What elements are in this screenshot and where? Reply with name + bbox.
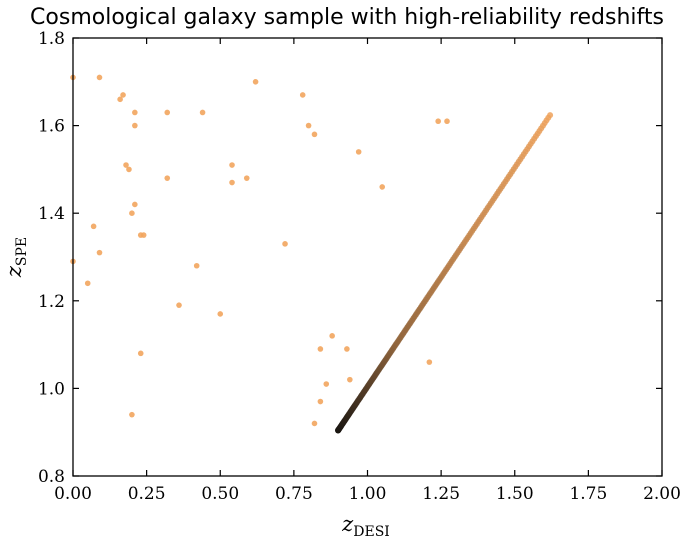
- outlier-point: [317, 398, 324, 405]
- y-tick-label: 1.4: [38, 204, 65, 224]
- diagonal-point: [547, 112, 554, 119]
- outlier-point: [344, 346, 350, 352]
- outlier-point: [129, 411, 135, 418]
- y-tick-label: 1.6: [38, 117, 65, 137]
- outlier-point: [305, 122, 312, 129]
- outlier-point: [199, 109, 206, 116]
- x-tick-label: 1.50: [496, 484, 534, 504]
- x-tick-label: 0.50: [201, 484, 239, 504]
- x-axis-ticks: 0.00 0.25 0.50 0.75 1.00 1.25 1.50 1.75 2.00: [54, 38, 681, 504]
- y-axis-label-base: z: [2, 265, 26, 278]
- y-tick-label: 1.2: [38, 292, 65, 312]
- outlier-point: [123, 162, 129, 168]
- outlier-point: [282, 241, 288, 247]
- y-axis-ticks: 0.8 1.0 1.2 1.4 1.6 1.8: [38, 29, 662, 487]
- x-tick-label: 0.75: [275, 484, 313, 504]
- outlier-point: [426, 359, 433, 365]
- x-tick-label: 1.25: [422, 484, 460, 504]
- outlier-point: [217, 311, 224, 317]
- outlier-point: [96, 74, 103, 81]
- x-axis-label: zDESI: [341, 512, 390, 540]
- outlier-point: [317, 346, 324, 352]
- outlier-point: [164, 109, 171, 116]
- x-tick-label: 0.25: [128, 484, 166, 504]
- outlier-point: [252, 79, 259, 85]
- outlier-point: [96, 249, 103, 256]
- outlier-point: [126, 166, 132, 173]
- outlier-point: [243, 175, 250, 181]
- x-tick-label: 2.00: [643, 484, 681, 504]
- y-tick-label: 1.0: [38, 379, 65, 399]
- plot-frame: [72, 37, 663, 477]
- outlier-point: [299, 92, 306, 98]
- outlier-point: [435, 118, 441, 125]
- outlier-point: [132, 122, 138, 129]
- outlier-point: [347, 376, 353, 383]
- outlier-point: [229, 179, 235, 186]
- outlier-point: [229, 162, 235, 168]
- y-tick-label: 1.8: [38, 29, 65, 49]
- outlier-point: [132, 109, 138, 116]
- outlier-point: [379, 184, 386, 190]
- x-tick-label: 1.75: [569, 484, 607, 504]
- outlier-point: [176, 302, 182, 308]
- outlier-point: [329, 333, 335, 339]
- outlier-point: [164, 175, 171, 181]
- outlier-point: [90, 223, 97, 230]
- outlier-point: [84, 280, 91, 287]
- outlier-point: [129, 210, 135, 216]
- outlier-point: [323, 381, 330, 387]
- outlier-point: [117, 96, 123, 103]
- outlier-point: [311, 420, 318, 427]
- outlier-point: [132, 201, 138, 208]
- x-axis-label-subscript: DESI: [353, 524, 390, 540]
- outlier-point: [355, 149, 362, 155]
- outlier-point: [120, 92, 126, 98]
- outlier-point: [137, 350, 144, 357]
- outlier-point: [193, 262, 200, 269]
- x-axis-label-base: z: [341, 512, 354, 536]
- outlier-point: [311, 131, 318, 138]
- outlier-point: [444, 118, 450, 125]
- data-points: [70, 74, 554, 434]
- x-tick-label: 1.00: [349, 484, 387, 504]
- y-tick-label: 0.8: [38, 467, 65, 487]
- outlier-point: [140, 232, 147, 238]
- x-tick-label: 0.00: [54, 484, 92, 504]
- y-axis-label-subscript: SPE: [14, 237, 30, 266]
- y-axis-label: zSPE: [2, 237, 30, 278]
- chart-title: Cosmological galaxy sample with high-rel…: [30, 5, 664, 30]
